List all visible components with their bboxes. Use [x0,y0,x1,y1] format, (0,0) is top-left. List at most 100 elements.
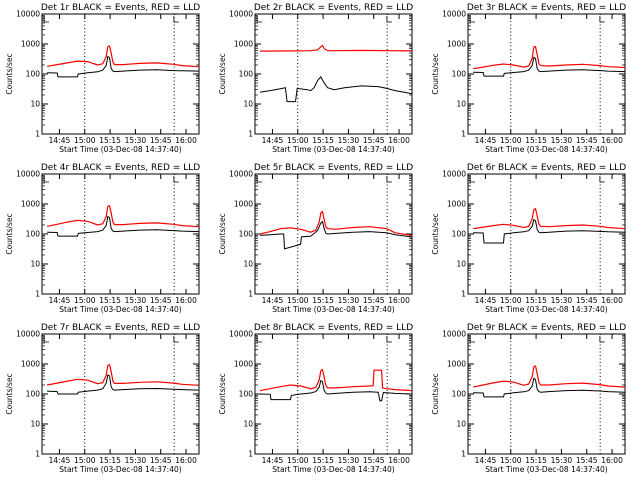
y-tick-label: 100 [26,390,41,399]
y-tick-label: 1 [35,290,40,299]
y-tick-label: 10 [456,420,466,429]
x-tick-label: 15:15 [99,296,121,305]
y-axis-label: Counts/sec [5,373,14,414]
y-tick-label: 1000 [234,40,253,49]
x-tick-label: 15:30 [551,136,573,145]
corner-marker-right [599,16,605,23]
y-tick-label: 1 [248,290,253,299]
x-tick-label: 15:15 [312,296,334,305]
x-tick-label: 14:45 [49,136,71,145]
series-lld-line [259,368,412,392]
x-axis-label: Start Time (03-Dec-08 14:37:40) [272,305,394,314]
panel-title: Det 7r BLACK = Events, RED = LLD [41,323,200,333]
corner-marker-left [469,176,475,183]
x-tick-label: 14:45 [49,456,71,465]
y-tick-label: 10000 [16,330,40,339]
x-axis-label: Start Time (03-Dec-08 14:37:40) [485,305,607,314]
x-tick-label: 14:45 [475,456,497,465]
x-tick-label: 15:00 [500,136,522,145]
y-tick-label: 10 [30,420,40,429]
y-tick-label: 1 [248,130,253,139]
series-lld-line [473,45,625,70]
plot-frame [467,333,626,455]
x-tick-label: 14:45 [49,296,71,305]
y-tick-label: 1 [461,130,466,139]
x-tick-label: 15:30 [125,136,147,145]
y-tick-label: 100 [452,390,467,399]
y-tick-label: 10000 [229,10,253,19]
corner-marker-left [469,336,475,343]
x-tick-label: 16:00 [175,456,197,465]
panel-title: Det 4r BLACK = Events, RED = LLD [41,163,200,173]
y-tick-label: 10000 [442,330,466,339]
y-tick-label: 1000 [234,200,253,209]
series-events-line [473,377,625,398]
x-tick-label: 15:30 [551,296,573,305]
x-axis-label: Start Time (03-Dec-08 14:37:40) [59,145,181,154]
x-axis-label: Start Time (03-Dec-08 14:37:40) [59,305,181,314]
corner-marker-left [43,336,49,343]
panel-title: Det 5r BLACK = Events, RED = LLD [254,163,413,173]
y-tick-label: 10 [30,100,40,109]
corner-marker-left [256,176,262,183]
series-events-line [47,374,199,395]
x-tick-label: 15:00 [287,456,309,465]
x-tick-label: 14:45 [262,136,284,145]
y-axis-label: Counts/sec [5,213,14,254]
x-tick-label: 15:45 [150,136,172,145]
x-tick-label: 15:30 [338,136,360,145]
x-axis-label: Start Time (03-Dec-08 14:37:40) [59,465,181,474]
y-tick-label: 1 [35,130,40,139]
y-tick-label: 1 [35,450,40,459]
y-tick-label: 1000 [447,40,466,49]
x-tick-label: 15:15 [525,136,547,145]
y-tick-label: 1000 [234,360,253,369]
x-tick-label: 15:15 [525,456,547,465]
corner-marker-left [469,16,475,23]
y-tick-label: 10000 [442,10,466,19]
panel-title: Det 3r BLACK = Events, RED = LLD [467,3,626,13]
y-tick-label: 10 [243,100,253,109]
y-tick-label: 10 [30,260,40,269]
x-tick-label: 15:00 [287,296,309,305]
corner-marker-left [43,16,49,23]
panel-5: Det 5r BLACK = Events, RED = LLD 1 10 100 10… [218,163,413,314]
x-tick-label: 15:15 [525,296,547,305]
x-tick-label: 15:45 [363,456,385,465]
panel-7: Det 7r BLACK = Events, RED = LLD 1 10 100 10… [5,323,200,474]
plot-frame [467,173,626,295]
y-tick-label: 1 [461,450,466,459]
corner-marker-right [386,16,392,23]
series-events-line [473,56,625,77]
x-tick-label: 15:45 [363,296,385,305]
y-tick-label: 10000 [229,330,253,339]
plot-frame [254,13,413,135]
x-tick-label: 15:30 [125,296,147,305]
x-tick-label: 15:00 [74,456,96,465]
x-tick-label: 16:00 [388,296,410,305]
x-tick-label: 15:15 [312,136,334,145]
y-tick-label: 10000 [16,170,40,179]
x-tick-label: 16:00 [601,136,623,145]
x-tick-label: 15:30 [125,456,147,465]
x-tick-label: 16:00 [175,296,197,305]
corner-marker-right [386,336,392,343]
series-lld-line [46,363,199,386]
x-axis-label: Start Time (03-Dec-08 14:37:40) [485,465,607,474]
series-events-line [260,76,412,103]
x-tick-label: 15:00 [74,296,96,305]
panel-title: Det 8r BLACK = Events, RED = LLD [254,323,413,333]
y-tick-label: 1000 [21,40,40,49]
x-axis-label: Start Time (03-Dec-08 14:37:40) [272,465,394,474]
y-axis-label: Counts/sec [218,53,227,94]
y-tick-label: 10000 [16,10,40,19]
corner-marker-right [173,336,179,343]
y-tick-label: 1 [248,450,253,459]
corner-marker-right [173,16,179,23]
y-tick-label: 1000 [447,200,466,209]
x-tick-label: 16:00 [601,296,623,305]
series-events-line [260,220,412,250]
y-tick-label: 10 [456,100,466,109]
y-tick-label: 10 [243,420,253,429]
x-tick-label: 15:45 [150,296,172,305]
